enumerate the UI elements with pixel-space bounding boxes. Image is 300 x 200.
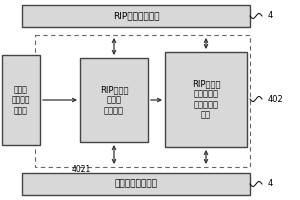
Text: 4: 4 [268, 11, 273, 21]
Text: RIP协议快
速收敛
决策模块: RIP协议快 速收敛 决策模块 [100, 85, 128, 115]
Bar [165, 52, 247, 147]
Bar [2, 55, 40, 145]
Bar [22, 173, 250, 195]
Bar [80, 58, 148, 142]
Text: 4: 4 [268, 180, 273, 188]
Text: RIP协议处理单元: RIP协议处理单元 [113, 11, 159, 21]
Bar [35, 35, 250, 167]
Text: RIP协议快
速收敛注册
与事件处理
模块: RIP协议快 速收敛注册 与事件处理 模块 [192, 79, 220, 120]
Text: 协议快
收敛命令
置单元: 协议快 收敛命令 置单元 [12, 85, 30, 115]
Bar [22, 5, 250, 27]
Text: 4021: 4021 [72, 166, 91, 174]
Text: 402: 402 [268, 95, 284, 104]
Text: 网络监测服务单元: 网络监测服务单元 [115, 180, 158, 188]
